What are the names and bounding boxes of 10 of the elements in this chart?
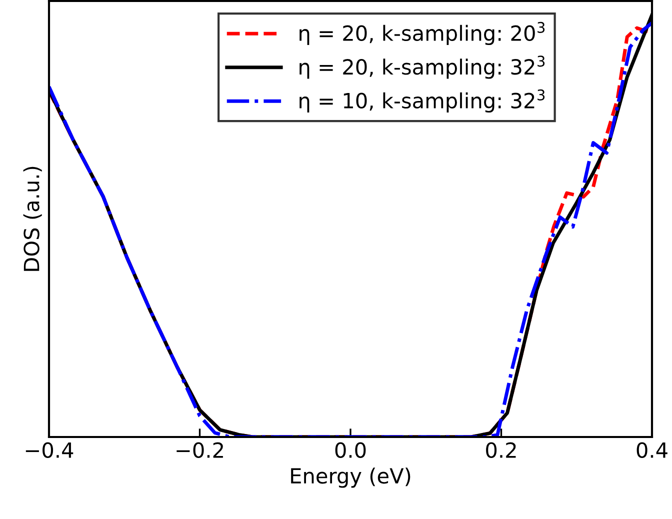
x-tick-label: −0.4 — [26, 442, 74, 458]
x-tick-label: 0.0 — [335, 442, 366, 458]
x-tick-label: 0.2 — [486, 442, 516, 458]
y-axis-title: DOS (a.u.) — [23, 166, 42, 271]
x-tick-label: 0.4 — [636, 442, 668, 458]
x-tick-label: −0.2 — [176, 442, 223, 458]
legend-label: η = 20, k-sampling: 20$^{3}$ — [300, 22, 545, 46]
legend-label: η = 20, k-sampling: 32$^{3}$ — [300, 56, 545, 79]
legend-label: η = 10, k-sampling: 32$^{3}$ — [300, 89, 545, 113]
x-axis-title: Energy (eV) — [291, 468, 410, 488]
